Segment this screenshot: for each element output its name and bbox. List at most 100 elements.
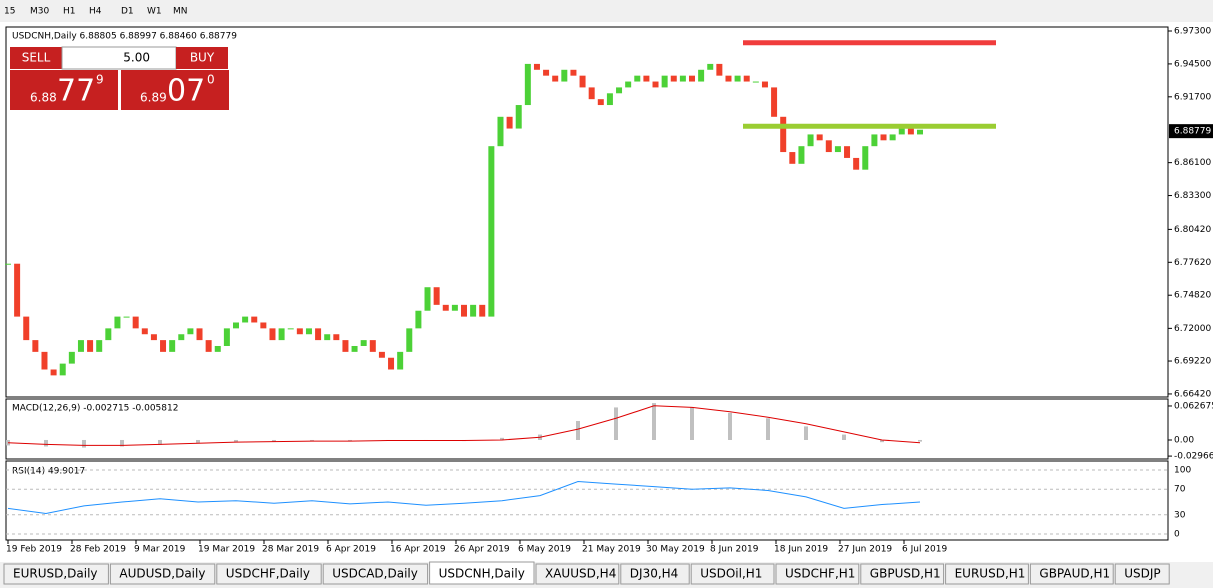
x-tick-label: 21 May 2019 xyxy=(582,545,641,555)
timeframe-button[interactable]: MN xyxy=(173,7,188,17)
candle xyxy=(214,345,221,352)
candle xyxy=(406,328,413,352)
candle xyxy=(223,328,230,346)
tab[interactable] xyxy=(775,563,860,585)
candle xyxy=(561,69,568,82)
tab-label: DJ30,H4 xyxy=(630,567,679,581)
x-tick-label: 26 Apr 2019 xyxy=(454,545,510,555)
candle xyxy=(606,93,613,106)
candle xyxy=(287,328,294,330)
tab[interactable] xyxy=(429,561,535,585)
candle xyxy=(196,328,203,341)
candle xyxy=(260,322,267,329)
timeframe-button[interactable]: 15 xyxy=(4,7,15,17)
candle xyxy=(442,304,449,311)
candle xyxy=(588,87,595,100)
y-tick-label: 6.86100 xyxy=(1174,158,1211,168)
tab-label: AUDUSD,Daily xyxy=(119,567,205,581)
candle xyxy=(132,316,139,329)
candle xyxy=(233,322,239,329)
candle xyxy=(652,81,659,88)
candle xyxy=(880,134,887,141)
candle xyxy=(87,340,94,352)
tab-label: USDOil,H1 xyxy=(700,567,762,581)
buy-price-box[interactable] xyxy=(121,70,229,110)
sell-pips: 77 xyxy=(57,74,95,109)
tab[interactable] xyxy=(945,563,1029,585)
tab[interactable] xyxy=(620,563,690,585)
macd-label: MACD(12,26,9) -0.002715 -0.005812 xyxy=(12,404,178,414)
candle xyxy=(679,75,686,82)
tab-label: USDJP xyxy=(1124,567,1160,581)
candle xyxy=(643,75,650,82)
timeframe-button[interactable]: H4 xyxy=(89,7,102,17)
tab[interactable] xyxy=(216,563,322,585)
tab[interactable] xyxy=(109,563,216,585)
x-tick-label: 28 Feb 2019 xyxy=(70,545,126,555)
buy-frac: 0 xyxy=(207,73,215,87)
x-tick-label: 28 Mar 2019 xyxy=(262,545,319,555)
tab-label: EURUSD,H1 xyxy=(955,567,1026,581)
timeframe-button[interactable]: H1 xyxy=(63,7,76,17)
y-tick-label: 6.66420 xyxy=(1174,389,1211,399)
candle xyxy=(789,152,796,164)
y-tick-label: 6.74820 xyxy=(1174,291,1211,301)
tab[interactable] xyxy=(690,563,775,585)
candle xyxy=(242,316,249,323)
volume: 5.00 xyxy=(123,51,150,65)
tab[interactable] xyxy=(3,563,109,585)
candle xyxy=(497,116,504,147)
candle xyxy=(570,69,577,76)
tab[interactable] xyxy=(535,563,620,585)
candle xyxy=(725,75,732,82)
candle xyxy=(533,63,540,70)
timeframe-button[interactable]: W1 xyxy=(147,7,162,17)
x-tick-label: 30 May 2019 xyxy=(646,545,705,555)
candle xyxy=(743,75,750,82)
tab[interactable] xyxy=(322,563,429,585)
timeframe-button[interactable]: M30 xyxy=(30,7,49,17)
sell-label: SELL xyxy=(22,51,51,65)
tab-label: USDCNH,Daily xyxy=(439,567,525,581)
tab[interactable] xyxy=(860,563,945,585)
tab[interactable] xyxy=(1114,563,1170,585)
candle xyxy=(160,340,167,352)
candle xyxy=(333,334,340,341)
tab-label: EURUSD,Daily xyxy=(13,567,98,581)
tab-label: USDCHF,H1 xyxy=(785,567,855,581)
macd-bar xyxy=(500,437,504,440)
tab[interactable] xyxy=(1029,563,1114,585)
sell-button[interactable] xyxy=(10,47,62,69)
candle xyxy=(59,363,66,376)
sell-price-box[interactable] xyxy=(10,70,118,110)
candle xyxy=(378,351,385,358)
candle xyxy=(752,81,759,83)
buy-label: BUY xyxy=(190,51,215,65)
candle xyxy=(579,75,586,88)
candle xyxy=(114,316,121,329)
macd-bar xyxy=(158,439,162,445)
y-tick-label: 6.69220 xyxy=(1174,357,1211,367)
candle xyxy=(388,357,395,370)
candle xyxy=(616,87,623,94)
x-tick-label: 19 Feb 2019 xyxy=(6,545,62,555)
timeframe-button[interactable]: D1 xyxy=(121,7,134,17)
candle xyxy=(424,287,431,311)
candle xyxy=(5,263,11,265)
buy-button[interactable] xyxy=(176,47,228,69)
y-tick-label: 6.72000 xyxy=(1174,324,1211,334)
y-tick-label: 30 xyxy=(1174,510,1186,520)
candle xyxy=(698,69,705,82)
candle xyxy=(205,340,212,352)
y-tick-label: 6.94500 xyxy=(1174,59,1211,69)
candle xyxy=(187,328,194,335)
candle xyxy=(907,128,914,135)
volume-input[interactable] xyxy=(61,46,177,70)
y-tick-label: -0.029668 xyxy=(1174,452,1213,462)
candle xyxy=(32,340,39,352)
macd-bar xyxy=(652,403,656,440)
toolbar xyxy=(0,0,1213,22)
current-price: 6.88779 xyxy=(1174,127,1211,137)
candle xyxy=(96,340,103,352)
